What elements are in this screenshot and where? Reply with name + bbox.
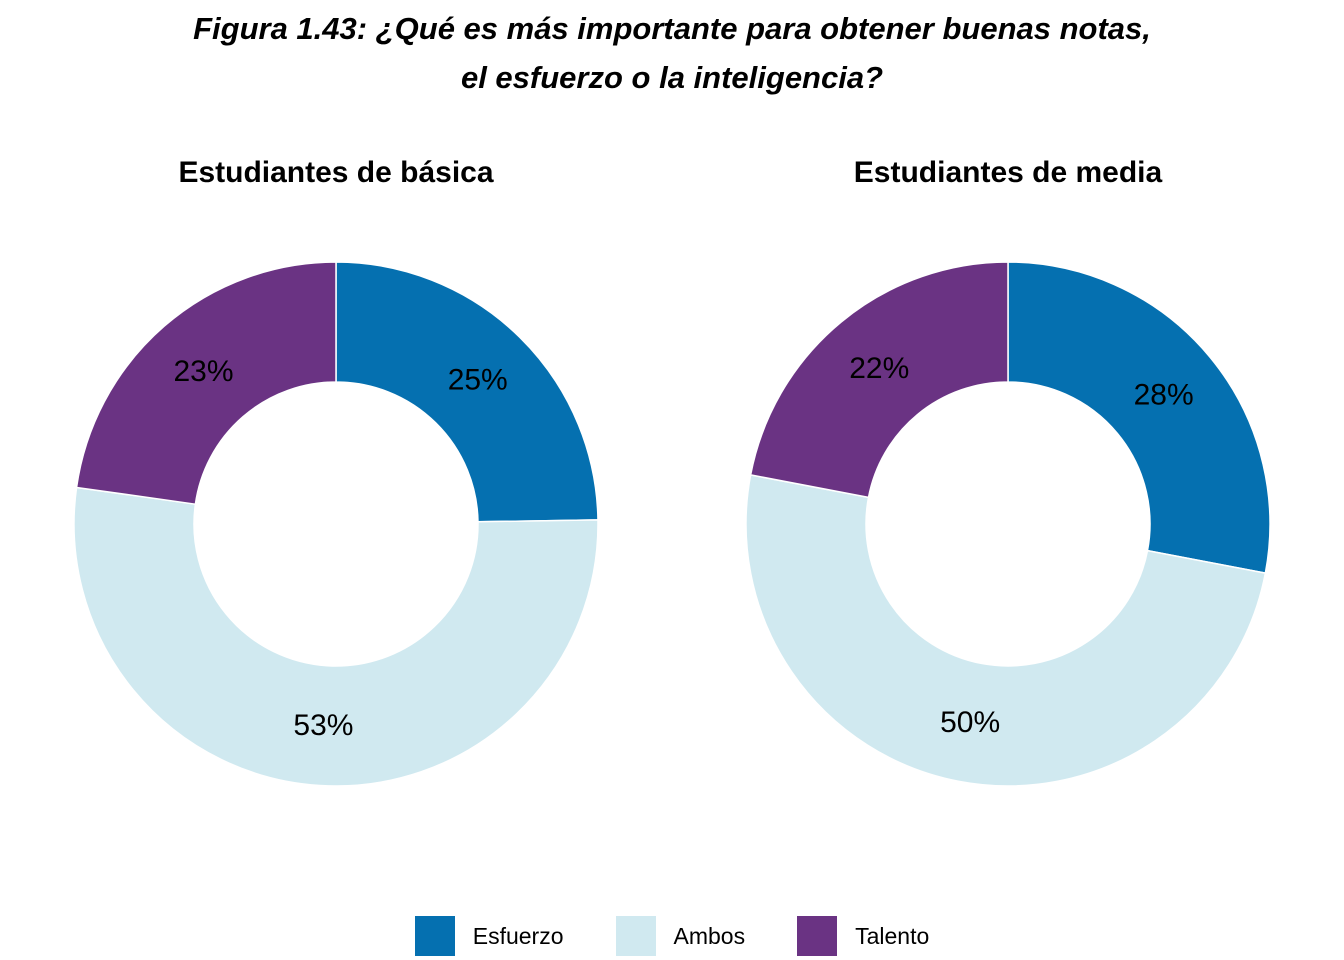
legend-label-ambos: Ambos — [673, 922, 746, 949]
legend-item-esfuerzo: Esfuerzo — [414, 916, 616, 956]
legend: Esfuerzo Ambos Talento — [0, 916, 1344, 956]
charts-canvas: Estudiantes de básica 25% 53% 23% Estudian… — [73, 156, 1271, 787]
panel-title-media: Estudiantes de media — [854, 156, 1163, 189]
slice-esfuerzo-basica — [335, 261, 599, 523]
legend-key-esfuerzo — [414, 916, 455, 956]
slice-talento-basica — [75, 261, 337, 506]
donut-labels-basica: 25% 53% 23% — [173, 355, 507, 742]
donut-labels-media: 28% 50% 22% — [849, 352, 1193, 739]
slice-label-esfuerzo-media: 28% — [1134, 379, 1194, 412]
legend-key-ambos — [615, 916, 656, 956]
panel-basica: Estudiantes de básica 25% 53% 23% — [73, 156, 599, 787]
legend-item-ambos: Ambos — [615, 916, 798, 956]
slice-ambos-basica — [73, 486, 599, 787]
legend-label-esfuerzo: Esfuerzo — [472, 922, 564, 949]
figure-title: Figura 1.43: ¿Qué es más importante para… — [0, 4, 1344, 102]
slice-label-esfuerzo-basica: 25% — [448, 364, 508, 397]
legend-item-talento: Talento — [797, 916, 929, 956]
legend-label-talento: Talento — [855, 922, 930, 949]
legend-key-talento — [797, 916, 838, 956]
figure-title-line-2: el esfuerzo o la inteligencia? — [460, 60, 884, 95]
slice-label-talento-basica: 23% — [173, 355, 233, 388]
slice-esfuerzo-media — [1007, 261, 1271, 574]
donut-basica — [73, 261, 599, 787]
donut-media — [745, 261, 1271, 787]
slice-label-ambos-media: 50% — [940, 706, 1000, 739]
slice-talento-media — [749, 261, 1009, 499]
slice-ambos-media — [745, 474, 1267, 787]
panel-title-basica: Estudiantes de básica — [178, 156, 493, 189]
figure-title-line-1: Figura 1.43: ¿Qué es más importante para… — [193, 11, 1151, 46]
slice-label-ambos-basica: 53% — [293, 709, 353, 742]
slice-label-talento-media: 22% — [849, 352, 909, 385]
panel-media: Estudiantes de media 28% 50% 22% — [745, 156, 1271, 787]
